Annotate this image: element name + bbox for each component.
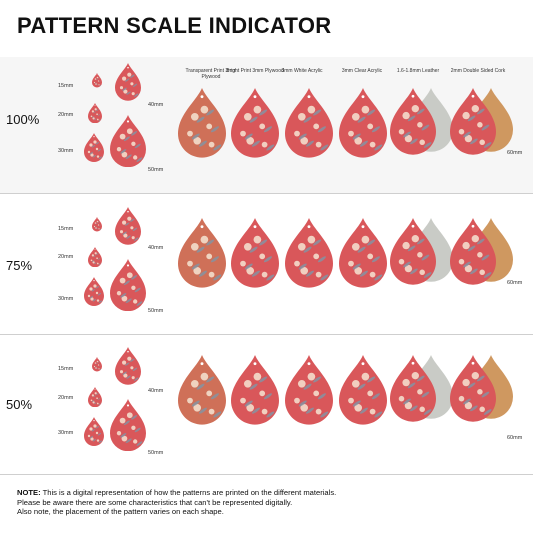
size-label-30mm: 30mm xyxy=(58,148,74,154)
swatch-transparent-plywood xyxy=(178,88,226,158)
size-label-60mm: 60mm xyxy=(507,150,523,156)
sample-50mm xyxy=(110,259,146,312)
sample-15mm xyxy=(92,73,102,88)
scale-label: 50% xyxy=(6,397,33,412)
material-label-clear-acrylic: 3mm Clear Acrylic xyxy=(341,68,383,74)
note-label: NOTE: xyxy=(17,488,41,497)
note-line-2: Please be aware there are some character… xyxy=(17,497,293,507)
material-label-leather: 1.6-1.8mm Leather xyxy=(396,68,440,74)
sample-20mm xyxy=(88,103,102,124)
sample-50mm xyxy=(110,115,146,168)
sample-40mm xyxy=(115,207,141,245)
note-line-3: Also note, the placement of the pattern … xyxy=(17,507,224,516)
swatch-clear-acrylic xyxy=(339,355,387,425)
swatch-leather xyxy=(390,355,436,422)
swatch-cork xyxy=(450,355,496,422)
sample-40mm xyxy=(115,63,141,101)
material-label-white-acrylic: 3mm White Acrylic xyxy=(281,68,323,74)
swatch-leather xyxy=(390,88,436,155)
sample-30mm xyxy=(84,133,104,162)
sample-20mm xyxy=(88,387,102,408)
size-label-20mm: 20mm xyxy=(58,395,74,401)
size-label-40mm: 40mm xyxy=(148,388,164,394)
swatch-bright-plywood xyxy=(231,88,279,158)
swatch-cork xyxy=(450,88,496,155)
section-divider xyxy=(0,193,533,194)
size-label-50mm: 50mm xyxy=(148,167,164,173)
note-line-1: This is a digital representation of how … xyxy=(40,488,337,497)
size-label-60mm: 60mm xyxy=(507,435,523,441)
swatch-cork xyxy=(450,218,496,285)
material-label-transparent-plywood: Transparent Print 3mm Plywood xyxy=(185,68,237,80)
sample-50mm xyxy=(110,399,146,452)
material-label-bright-plywood: Bright Print 3mm Plywood xyxy=(226,68,284,74)
scale-label: 75% xyxy=(6,258,33,273)
size-label-60mm: 60mm xyxy=(507,280,523,286)
swatch-leather xyxy=(390,218,436,285)
size-label-15mm: 15mm xyxy=(58,226,74,232)
sample-30mm xyxy=(84,277,104,306)
sample-40mm xyxy=(115,347,141,385)
page-title: PATTERN SCALE INDICATOR xyxy=(17,13,332,38)
size-label-30mm: 30mm xyxy=(58,296,74,302)
swatch-clear-acrylic xyxy=(339,88,387,158)
swatch-bright-plywood xyxy=(231,355,279,425)
size-label-30mm: 30mm xyxy=(58,430,74,436)
swatch-white-acrylic xyxy=(285,88,333,158)
size-label-20mm: 20mm xyxy=(58,254,74,260)
swatch-bright-plywood xyxy=(231,218,279,288)
sample-30mm xyxy=(84,417,104,446)
size-label-15mm: 15mm xyxy=(58,366,74,372)
material-label-cork: 2mm Double Sided Cork xyxy=(450,68,506,74)
size-label-20mm: 20mm xyxy=(58,112,74,118)
sample-15mm xyxy=(92,357,102,372)
swatch-transparent-plywood xyxy=(178,218,226,288)
swatch-transparent-plywood xyxy=(178,355,226,425)
section-divider xyxy=(0,334,533,335)
sample-20mm xyxy=(88,247,102,268)
sample-15mm xyxy=(92,217,102,232)
size-label-50mm: 50mm xyxy=(148,308,164,314)
swatch-white-acrylic xyxy=(285,218,333,288)
size-label-40mm: 40mm xyxy=(148,245,164,251)
note-text: NOTE: This is a digital representation o… xyxy=(17,488,522,517)
swatch-clear-acrylic xyxy=(339,218,387,288)
scale-label: 100% xyxy=(6,112,40,127)
swatch-white-acrylic xyxy=(285,355,333,425)
size-label-15mm: 15mm xyxy=(58,83,74,89)
size-label-40mm: 40mm xyxy=(148,102,164,108)
size-label-50mm: 50mm xyxy=(148,450,164,456)
section-divider xyxy=(0,474,533,475)
